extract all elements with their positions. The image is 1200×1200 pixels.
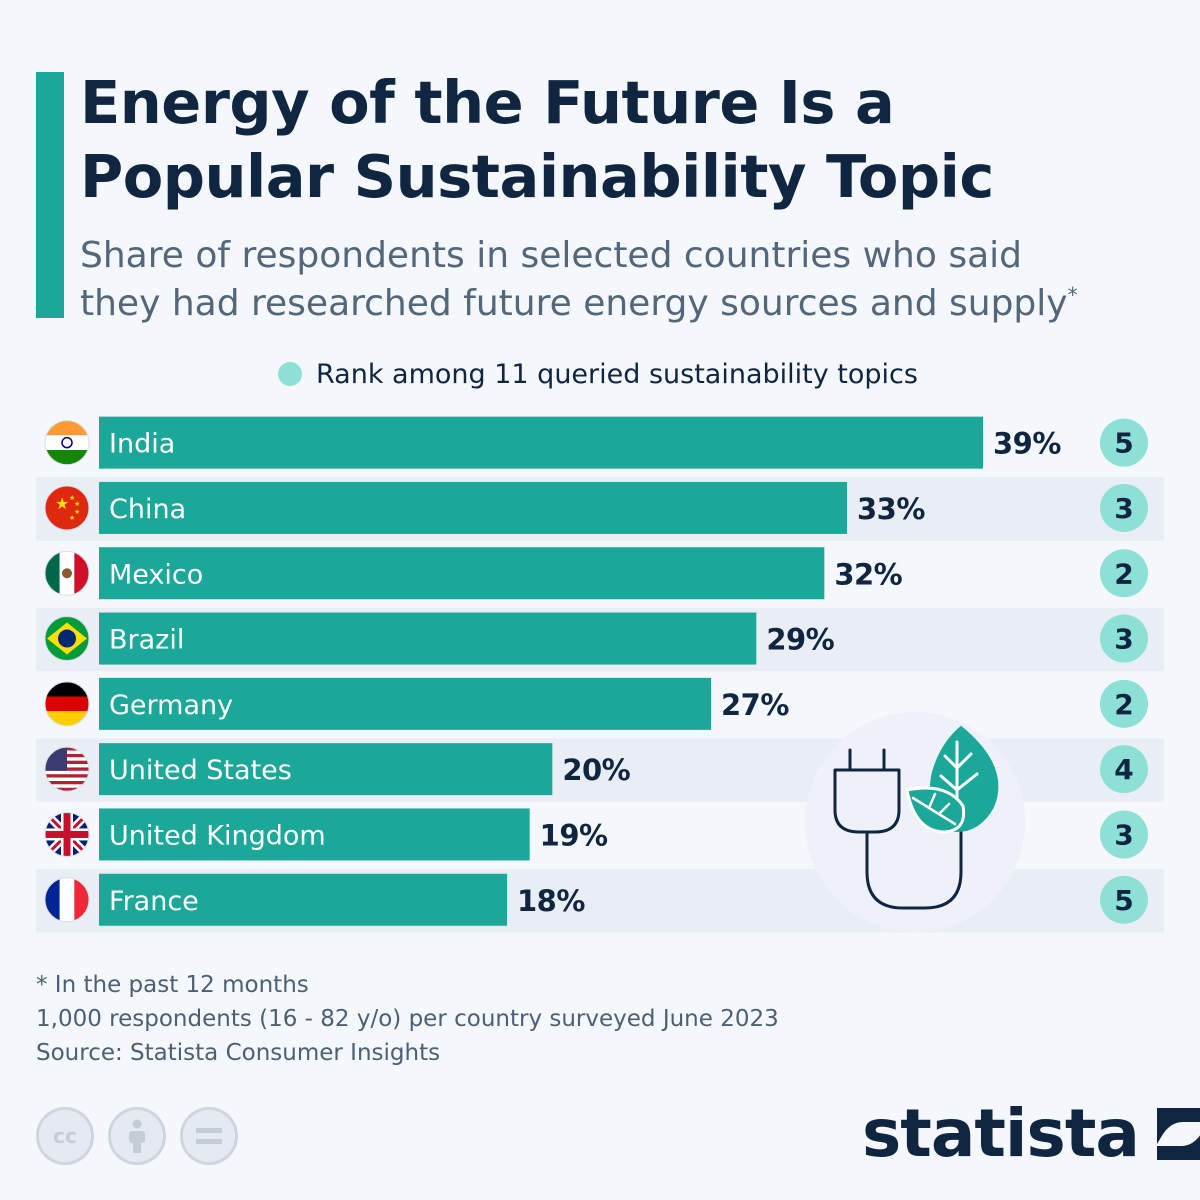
bar	[99, 677, 711, 730]
rank-circle	[1100, 614, 1148, 663]
bar	[99, 481, 847, 534]
bar-row: Mexico 32% 2	[44, 547, 1148, 600]
legend: Rank among 11 queried sustainability top…	[278, 356, 918, 392]
bar-row: United Kingdom 19% 3	[44, 808, 1148, 861]
united-states-flag	[44, 746, 90, 792]
survey-note: 1,000 respondents (16 - 82 y/o) per coun…	[36, 1006, 779, 1032]
chart-subtitle: Share of respondents in selected countri…	[80, 232, 1180, 328]
brand[interactable]: statista	[862, 1095, 1200, 1172]
license-icons: cc	[36, 1107, 238, 1165]
legend-rank-marker	[278, 362, 302, 386]
title-accent-bar	[36, 72, 64, 318]
bar-row: Germany 27% 2	[44, 677, 1148, 730]
category-label: Germany	[109, 690, 233, 721]
mexico-flag	[44, 550, 90, 596]
rank-label: 5	[1114, 884, 1133, 917]
no-derivatives-icon[interactable]	[180, 1107, 238, 1165]
svg-text:★: ★	[69, 494, 75, 502]
plug-leaf-icon	[805, 712, 1025, 932]
rank-circle	[1100, 418, 1148, 467]
india-flag	[44, 420, 90, 466]
value-label: 27%	[721, 688, 789, 722]
footnote: * In the past 12 months	[36, 972, 309, 998]
value-label: 19%	[540, 818, 608, 852]
rank-label: 2	[1114, 688, 1133, 721]
svg-text:★: ★	[69, 514, 75, 522]
brand-name: statista	[862, 1095, 1140, 1172]
category-label: United Kingdom	[109, 820, 326, 851]
bar	[99, 743, 553, 796]
rank-circle	[1100, 745, 1148, 794]
statista-logo-icon	[1156, 1107, 1200, 1160]
svg-text:★: ★	[74, 508, 80, 516]
bar	[99, 808, 530, 861]
value-label: 32%	[834, 557, 902, 591]
rank-circle	[1100, 810, 1148, 859]
rank-circle	[1100, 875, 1148, 924]
united-kingdom-flag	[44, 811, 90, 857]
category-label: India	[109, 429, 175, 460]
title-line-1: Energy of the Future Is a	[80, 68, 895, 137]
bar-row: United States 20% 4	[44, 743, 1148, 796]
bar	[99, 416, 983, 469]
category-label: China	[109, 494, 186, 525]
title-line-2: Popular Sustainability Topic	[80, 142, 994, 211]
bar-row: France 18% 5	[44, 873, 1148, 926]
attribution-icon[interactable]	[108, 1107, 166, 1165]
chart-title: Energy of the Future Is a Popular Sustai…	[80, 66, 1180, 214]
china-flag: ★ ★★★★	[44, 485, 90, 531]
bar-row: Brazil 29% 3	[44, 612, 1148, 665]
france-flag	[44, 877, 90, 923]
category-label: Mexico	[109, 559, 203, 590]
bar-row: India 39% 5	[44, 416, 1148, 469]
bar-row: ★ ★★★★ China 33% 3	[44, 481, 1148, 534]
subtitle-footnote-mark: *	[1067, 283, 1078, 307]
cc-icon[interactable]: cc	[36, 1107, 94, 1165]
svg-text:★: ★	[55, 494, 69, 513]
rank-label: 3	[1114, 623, 1133, 656]
brazil-flag	[44, 616, 90, 662]
rank-circle	[1100, 679, 1148, 728]
rank-label: 3	[1114, 492, 1133, 525]
rank-label: 3	[1114, 818, 1133, 851]
rank-circle	[1100, 483, 1148, 532]
rank-circle	[1100, 549, 1148, 598]
bar	[99, 547, 825, 600]
svg-text:★: ★	[74, 500, 80, 508]
subtitle-line-2: they had researched future energy source…	[80, 280, 1180, 328]
category-label: France	[109, 886, 199, 917]
germany-flag	[44, 681, 90, 727]
legend-label: Rank among 11 queried sustainability top…	[316, 358, 918, 390]
value-label: 39%	[993, 427, 1061, 461]
subtitle-line-2-text: they had researched future energy source…	[80, 283, 1068, 324]
value-label: 20%	[562, 753, 630, 787]
chart-footer: * In the past 12 months 1,000 respondent…	[36, 970, 779, 1072]
category-label: United States	[109, 755, 292, 786]
subtitle-line-1: Share of respondents in selected countri…	[80, 235, 1022, 276]
bar	[99, 873, 507, 926]
bar	[99, 612, 757, 665]
rank-label: 2	[1114, 557, 1133, 590]
category-label: Brazil	[109, 625, 184, 656]
rank-label: 4	[1114, 753, 1133, 786]
value-label: 18%	[517, 884, 585, 918]
source-note: Source: Statista Consumer Insights	[36, 1040, 441, 1066]
value-label: 29%	[766, 623, 834, 657]
rank-label: 5	[1114, 427, 1133, 460]
value-label: 33%	[857, 492, 925, 526]
